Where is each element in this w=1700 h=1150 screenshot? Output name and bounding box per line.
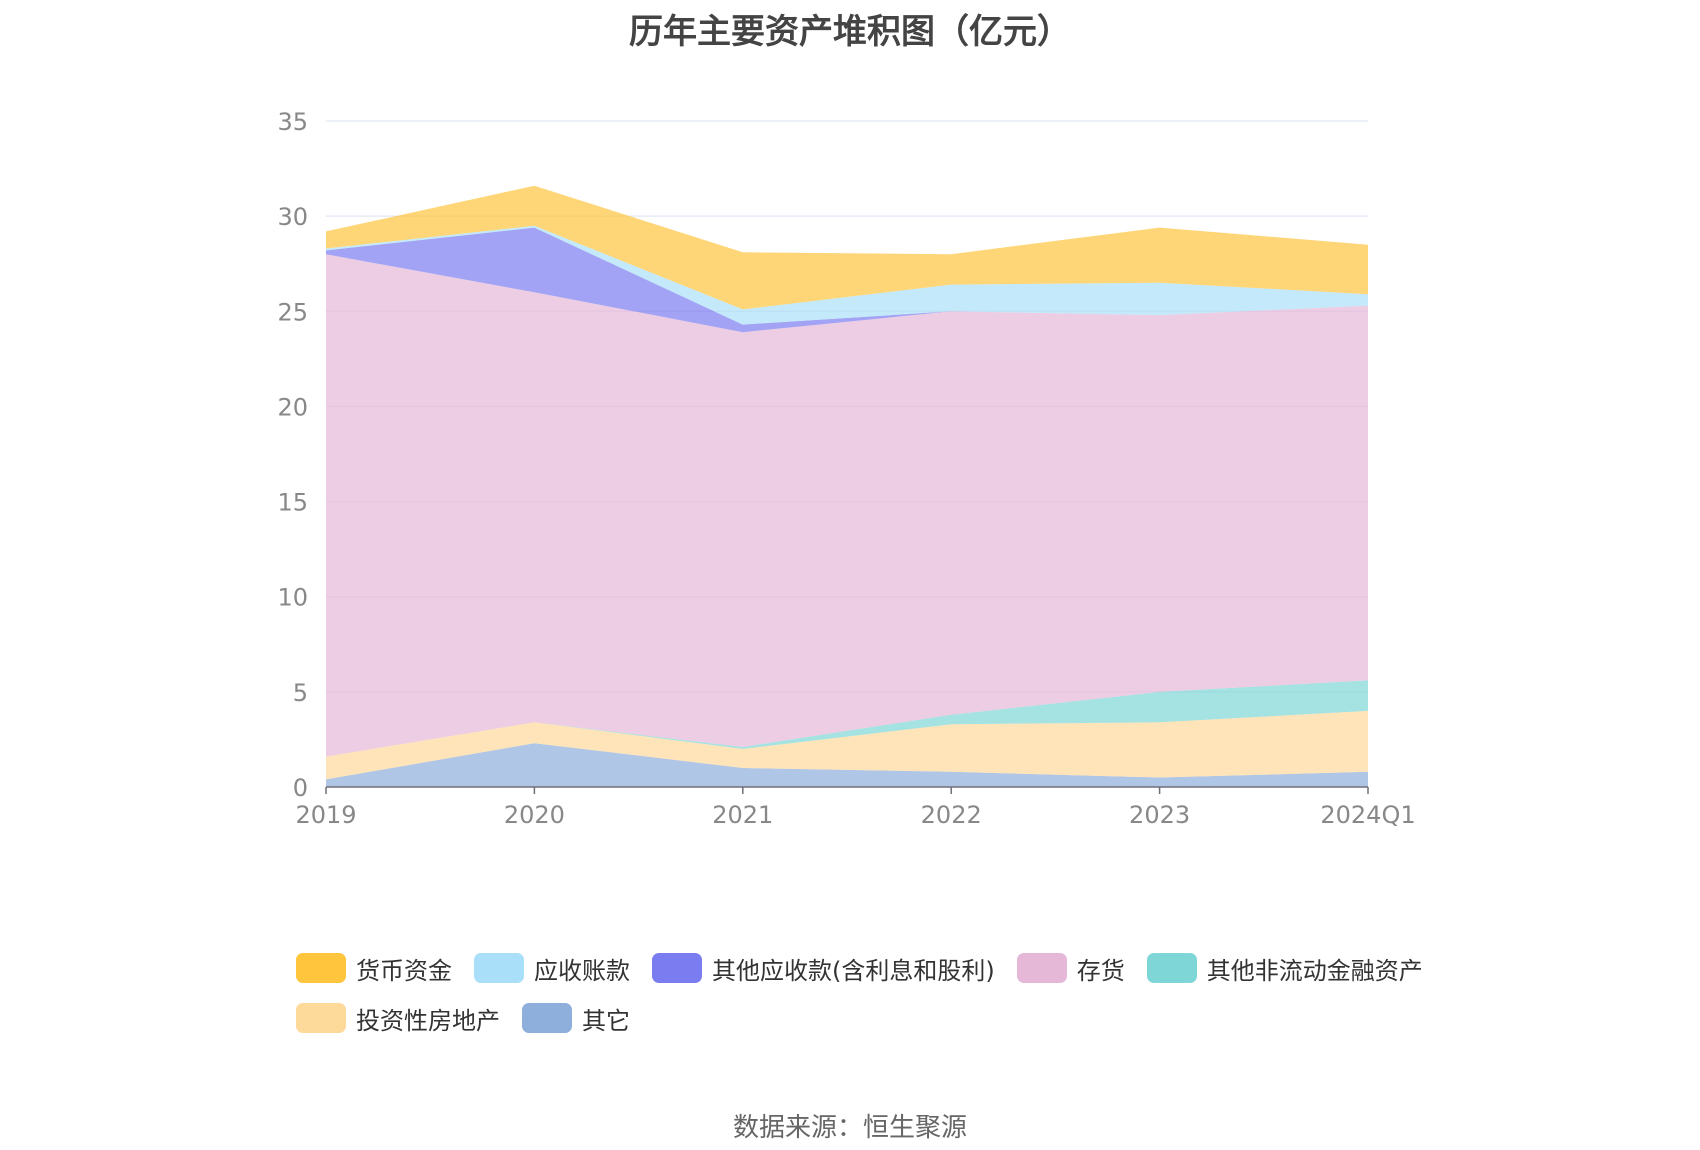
legend-item[interactable]: 投资性房地产 — [296, 1002, 500, 1035]
data-source: 数据来源：恒生聚源 — [732, 1113, 967, 1143]
legend-label: 应收账款 — [534, 956, 630, 985]
legend-item[interactable]: 存货 — [1016, 952, 1125, 985]
y-tick-label: 30 — [277, 203, 308, 231]
area-2 — [326, 680, 1368, 757]
legend-label: 其他应收款(含利息和股利) — [712, 956, 995, 985]
legend-item[interactable]: 其它 — [522, 1002, 630, 1035]
x-tick-label: 2024Q1 — [1320, 801, 1415, 829]
x-tick-label: 2023 — [1129, 801, 1190, 829]
y-tick-label: 35 — [277, 108, 308, 136]
chart-title: 历年主要资产堆积图（亿元） — [629, 12, 1071, 52]
area-6 — [326, 185, 1368, 310]
x-tick-label: 2022 — [921, 801, 982, 829]
area-3 — [326, 254, 1368, 757]
legend-swatch — [296, 953, 346, 983]
y-tick-label: 25 — [277, 298, 308, 326]
legend-label: 货币资金 — [356, 956, 452, 985]
area-1 — [326, 710, 1368, 780]
legend-item[interactable]: 其他应收款(含利息和股利) — [652, 952, 995, 985]
x-tick-label: 2021 — [712, 801, 773, 829]
y-tick-label: 15 — [277, 489, 308, 517]
area-5 — [326, 225, 1368, 325]
x-tick-label: 2020 — [504, 801, 565, 829]
legend-item[interactable]: 应收账款 — [474, 952, 630, 985]
axes: 0 5 10 15 20 25 30 35 2019 2020 2021 2022 2023 2024Q1 — [277, 108, 1415, 829]
area-0 — [326, 743, 1368, 787]
legend-swatch — [652, 953, 702, 983]
legend: 货币资金 应收账款 其他应收款(含利息和股利) 存货 其他非流动金融资产投资性房地产 其它 — [296, 952, 1456, 1035]
legend-swatch — [296, 1003, 346, 1033]
legend-label: 其它 — [582, 1006, 630, 1035]
legend-swatch — [1016, 953, 1067, 983]
area-series — [326, 185, 1368, 787]
legend-swatch — [474, 953, 524, 983]
area-4 — [326, 227, 1368, 333]
legend-label: 其他非流动金融资产 — [1206, 956, 1423, 985]
y-tick-label: 10 — [277, 584, 308, 612]
y-tick-label: 5 — [293, 679, 308, 707]
legend-item[interactable]: 其他非流动金融资产 — [1146, 952, 1423, 985]
legend-label: 存货 — [1076, 956, 1125, 985]
legend-label: 投资性房地产 — [356, 1006, 500, 1035]
y-tick-label: 0 — [293, 774, 308, 802]
legend-swatch — [1146, 953, 1197, 983]
legend-item[interactable]: 货币资金 — [296, 952, 452, 985]
x-tick-label: 2019 — [295, 801, 356, 829]
y-tick-label: 20 — [277, 393, 308, 421]
legend-swatch — [522, 1003, 572, 1033]
